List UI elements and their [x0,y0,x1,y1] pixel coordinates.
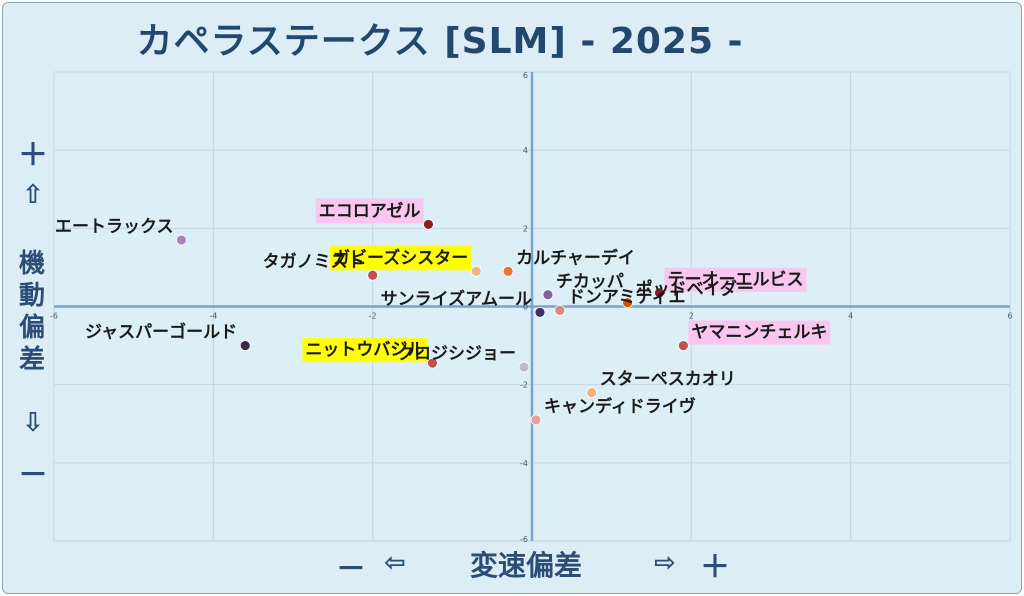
label-highlight [330,245,472,271]
data-point [470,265,482,277]
y-tick-label: 2 [523,224,528,233]
data-point [542,289,554,301]
data-point [423,219,434,230]
y-tick-label: -2 [520,381,528,390]
y-tick-label: 0 [523,303,528,312]
data-point [518,361,530,373]
point-label: タガノミスト [263,252,365,272]
data-point [622,297,633,308]
data-point [502,265,514,277]
data-point [367,269,379,281]
y-label-char: 動 [18,281,45,311]
y-plus-sign: ＋ [18,138,48,173]
data-point [176,234,187,246]
x-minus-sign: － [336,552,366,587]
y-minus-sign: － [18,458,48,493]
x-tick-label: 2 [689,312,694,321]
point-label: スターペスカオリ [600,369,736,389]
point-label: キャンディドライヴ [544,396,696,417]
x-axis-label: 変速偏差 [470,549,583,582]
point-label: クロジシジョー [397,344,516,364]
chart-title: カペラステークス [SLM] - 2025 - [136,21,744,62]
label-highlight [302,338,428,363]
x-tick-label: -2 [369,312,377,321]
label-highlight [688,320,831,345]
data-point [239,340,251,351]
x-tick-label: 4 [848,312,853,321]
point-label: エートラックス [55,217,174,237]
label-highlight [664,267,807,292]
y-label-char: 機 [18,249,45,279]
point-label: サンライズアムール [381,288,532,309]
label-highlight [315,198,424,224]
y-axis-label: 機 動 偏 差 [14,248,50,376]
data-point [654,287,665,299]
x-tick-label: 6 [1007,312,1012,321]
point-label: ガビーズシスター [333,247,468,268]
point-label: ジャスパーゴールド [85,322,237,343]
x-plus-sign: ＋ [700,550,730,585]
y-tick-label: 6 [523,71,528,80]
y-tick-label: -4 [520,459,528,468]
data-point [586,387,598,398]
point-label: ドンアミティエ [568,287,686,307]
point-label: ニットウバジル [305,340,424,360]
x-right-arrow: ⇨ [654,548,676,578]
data-point [530,414,542,426]
point-label: テーオーエルビス [667,270,803,290]
data-point [677,340,689,351]
y-up-arrow: ⇧ [22,180,44,210]
data-point [534,306,546,318]
point-label: ヤマニンチェルキ [691,323,827,343]
y-tick-label: 4 [523,146,528,155]
point-label: ポッドベイダー [636,279,754,300]
x-left-arrow: ⇦ [384,548,406,578]
y-label-char: 偏 [18,313,45,343]
point-label: エコロアゼル [319,200,421,221]
x-tick-label: -6 [50,312,58,321]
point-label: カルチャーデイ [516,247,635,268]
data-point [427,357,438,369]
data-point [554,305,566,316]
x-tick-label: -4 [209,312,217,321]
y-label-char: 差 [18,345,45,375]
y-tick-label: -6 [520,535,528,544]
y-down-arrow: ⇩ [22,408,44,438]
point-label: チカッパ [556,272,624,292]
